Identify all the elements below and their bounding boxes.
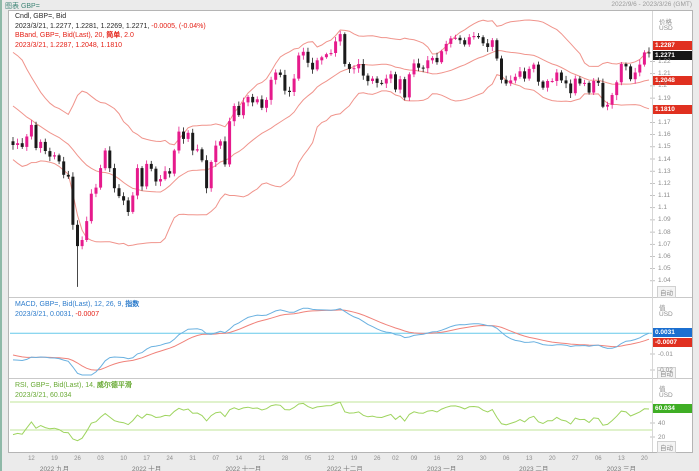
price-tick-label: 1.21 (658, 70, 671, 78)
macd-axis-unit: USD (659, 311, 673, 318)
price-tick-label: 1.11 (658, 192, 671, 200)
date-tick-label: 03 (97, 456, 104, 462)
month-label: 2022 十月 (132, 466, 162, 471)
date-tick-label: 06 (594, 456, 602, 462)
price-tick-label: 1.15 (658, 143, 671, 151)
macd-tick-label: -0.01 (658, 350, 673, 358)
date-tick-label: 24 (166, 456, 174, 462)
date-tick-label: 20 (641, 456, 648, 462)
legend-bband-series: BBand, GBP=, Bid(Last), 20, 简单, 2.0 (15, 32, 134, 39)
price-tick-label: 1.04 (658, 277, 671, 285)
rsi-tick-label: 20 (658, 433, 666, 441)
month-label: 2022 十一月 (225, 466, 262, 471)
price-tick-label: 1.13 (658, 167, 671, 175)
legend-macd-series: MACD, GBP=, Bid(Last), 12, 26, 9, 指数 (15, 301, 140, 308)
macd-value-badge: 0.0031 (653, 328, 692, 338)
date-tick-label: 13 (525, 456, 533, 462)
chart-date-range: 2022/9/6 - 2023/3/26 (GMT) (611, 1, 692, 8)
macd-legend: MACD, GBP=, Bid(Last), 12, 26, 9, 指数 202… (15, 300, 139, 319)
price-tick-label: 1.17 (658, 118, 671, 126)
legend-rsi-series: RSI, GBP=, Bid(Last), 14, 威尔德平滑 (15, 382, 132, 389)
date-tick-label: 28 (281, 456, 289, 462)
date-tick-label: 12 (28, 456, 35, 462)
price-axis-divider (652, 11, 653, 452)
last-price-badge: 1.2271 (653, 50, 692, 60)
macd-axis-title: 值 (659, 305, 666, 312)
price-tick-label: 1.16 (658, 131, 671, 139)
date-tick-label: 19 (51, 456, 58, 462)
date-tick-label: 14 (235, 456, 243, 462)
date-tick-label: 02 (392, 456, 399, 462)
date-tick-label: 09 (410, 456, 418, 462)
date-tick-label: 07 (212, 456, 220, 462)
price-tick-label: 1.08 (658, 228, 671, 236)
price-tick-label: 1.05 (658, 265, 671, 273)
price-tick-label: 1.2 (658, 82, 668, 90)
panel-separator-rsi[interactable] (9, 378, 692, 379)
date-tick-label: 10 (120, 456, 127, 462)
month-label: 2022 九月 (39, 466, 70, 471)
macd-tick-label: -0.02 (658, 366, 673, 374)
price-tick-label: 1.22 (658, 58, 671, 66)
rsi-tick-label: 40 (658, 419, 666, 427)
price-tick-label: 1.06 (658, 252, 671, 260)
date-tick-label: 26 (74, 456, 81, 462)
legend-macd-values: 2023/3/21, 0.0031, -0.0007 (15, 310, 100, 318)
legend-rsi-values: 2023/3/21, 60.034 (15, 391, 72, 399)
date-tick-label: 21 (258, 456, 266, 462)
price-axis-title: 价格 (659, 19, 672, 26)
macd-signal-badge: -0.0007 (653, 337, 692, 347)
date-tick-label: 23 (456, 456, 464, 462)
price-tick-label: 1.07 (658, 240, 671, 248)
date-tick-label: 06 (502, 456, 510, 462)
price-tick-label: 1.14 (658, 155, 671, 163)
date-tick-label: 27 (571, 456, 579, 462)
month-label: 2023 二月 (519, 466, 549, 471)
date-tick-label: 26 (373, 456, 381, 462)
date-tick-label: 31 (189, 456, 197, 462)
rsi-legend: RSI, GBP=, Bid(Last), 14, 威尔德平滑 2023/3/2… (15, 381, 132, 400)
main-legend: Cndl, GBP=, Bid 2023/3/21, 1.2277, 1.228… (15, 12, 206, 50)
price-axis-auto-button[interactable]: 自动 (657, 286, 676, 298)
price-tick-label: 1.12 (658, 179, 671, 187)
middle-band-badge: 1.2048 (653, 75, 692, 85)
price-axis-unit: USD (659, 25, 673, 32)
window-accent-strip (0, 0, 2, 471)
month-label: 2023 一月 (426, 466, 457, 471)
legend-candle-values: 2023/3/21, 1.2277, 1.2281, 1.2269, 1.227… (15, 22, 206, 30)
lower-band-badge: 1.1810 (653, 104, 692, 114)
date-tick-label: 17 (143, 456, 150, 462)
date-tick-label: 16 (433, 456, 441, 462)
app-title: 图表 GBP= (5, 3, 40, 10)
rsi-axis-unit: USD (659, 392, 673, 399)
date-tick-label: 20 (548, 456, 556, 462)
legend-candle-series: Cndl, GBP=, Bid (15, 13, 67, 20)
upper-band-badge: 1.2287 (653, 41, 692, 50)
panel-separator-macd[interactable] (9, 297, 692, 298)
macd-axis-auto-button[interactable]: 自动 (657, 367, 676, 379)
rsi-axis-auto-button[interactable]: 自动 (657, 441, 676, 453)
legend-bband-values: 2023/3/21, 1.2287, 1.2048, 1.1810 (15, 41, 123, 49)
month-label: 2023 三月 (606, 466, 636, 471)
price-tick-label: 1.19 (658, 94, 671, 102)
rsi-value-badge: 60.034 (653, 404, 692, 414)
price-tick-label: 1.09 (658, 216, 671, 224)
date-tick-label: 19 (350, 456, 358, 462)
rsi-axis-title: 值 (659, 386, 666, 393)
date-tick-label: 12 (327, 456, 335, 462)
date-tick-label: 30 (479, 456, 487, 462)
price-tick-label: 1.1 (658, 204, 668, 212)
date-tick-label: 05 (304, 456, 312, 462)
month-label: 2022 十二月 (326, 466, 363, 471)
date-tick-label: 13 (618, 456, 625, 462)
